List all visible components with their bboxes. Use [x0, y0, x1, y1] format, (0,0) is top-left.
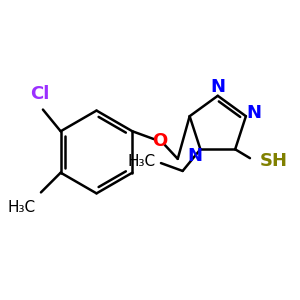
Text: Cl: Cl — [30, 85, 50, 103]
Text: N: N — [247, 104, 262, 122]
Text: SH: SH — [260, 152, 288, 170]
Text: H₃C: H₃C — [128, 154, 156, 169]
Text: H₃C: H₃C — [8, 200, 36, 215]
Text: N: N — [210, 78, 225, 96]
Text: N: N — [188, 148, 203, 166]
Text: O: O — [152, 132, 168, 150]
